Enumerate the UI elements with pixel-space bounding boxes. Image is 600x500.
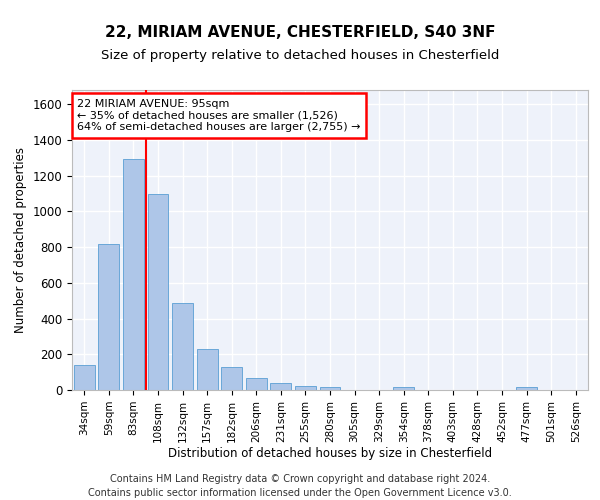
Bar <box>271 383 292 390</box>
Bar <box>393 388 414 390</box>
Bar <box>123 159 144 390</box>
Y-axis label: Number of detached properties: Number of detached properties <box>14 147 27 333</box>
X-axis label: Distribution of detached houses by size in Chesterfield: Distribution of detached houses by size … <box>168 448 492 460</box>
Text: Contains HM Land Registry data © Crown copyright and database right 2024.
Contai: Contains HM Land Registry data © Crown c… <box>88 474 512 498</box>
Text: 22 MIRIAM AVENUE: 95sqm
← 35% of detached houses are smaller (1,526)
64% of semi: 22 MIRIAM AVENUE: 95sqm ← 35% of detache… <box>77 99 361 132</box>
Bar <box>148 194 169 390</box>
Bar <box>221 367 242 390</box>
Bar <box>246 378 267 390</box>
Bar <box>516 388 537 390</box>
Bar <box>172 302 193 390</box>
Bar <box>98 244 119 390</box>
Text: Size of property relative to detached houses in Chesterfield: Size of property relative to detached ho… <box>101 50 499 62</box>
Bar <box>74 365 95 390</box>
Text: 22, MIRIAM AVENUE, CHESTERFIELD, S40 3NF: 22, MIRIAM AVENUE, CHESTERFIELD, S40 3NF <box>105 25 495 40</box>
Bar <box>320 388 340 390</box>
Bar <box>197 349 218 390</box>
Bar <box>295 386 316 390</box>
